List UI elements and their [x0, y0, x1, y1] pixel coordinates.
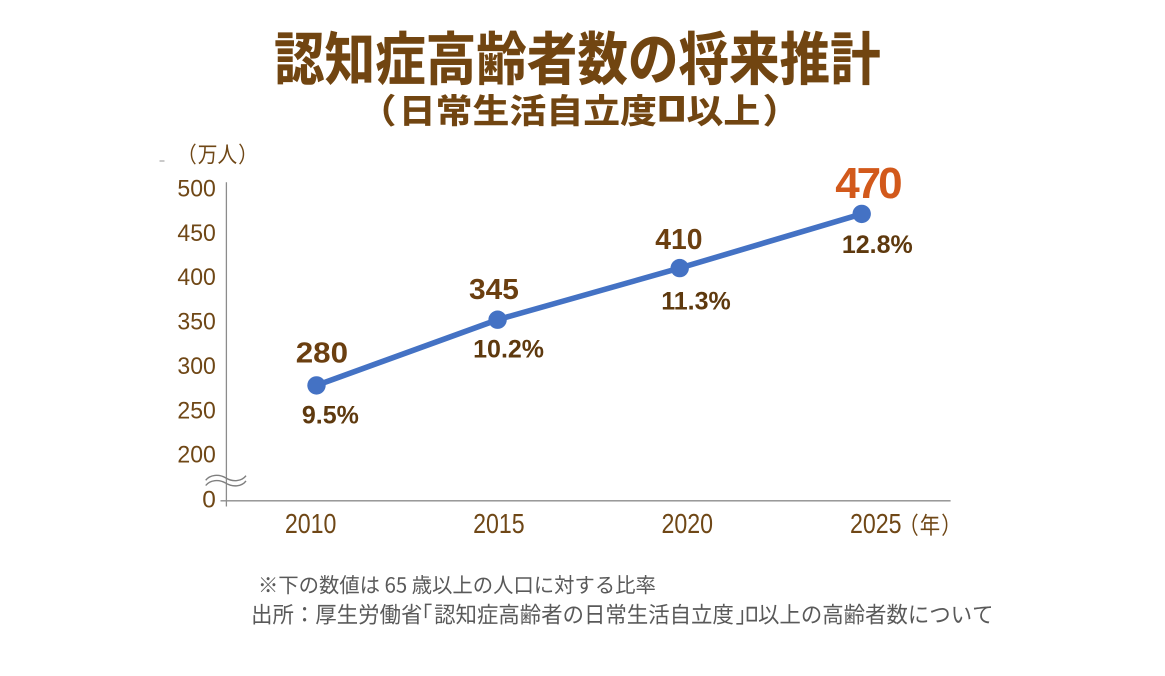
svg-text:450: 450: [177, 220, 215, 247]
svg-text:410: 410: [655, 224, 702, 256]
svg-text:280: 280: [296, 338, 348, 370]
svg-text:10.2%: 10.2%: [473, 336, 544, 364]
svg-text:11.3%: 11.3%: [661, 287, 731, 315]
svg-text:300: 300: [177, 353, 215, 380]
svg-text:400: 400: [177, 264, 215, 291]
svg-text:250: 250: [177, 397, 215, 424]
svg-text:9.5%: 9.5%: [302, 402, 359, 430]
svg-text:2010: 2010: [285, 508, 337, 539]
svg-text:12.8%: 12.8%: [842, 231, 913, 259]
svg-text:200: 200: [177, 442, 215, 469]
svg-text:470: 470: [835, 159, 901, 208]
svg-text:2015: 2015: [473, 508, 525, 539]
svg-text:350: 350: [177, 309, 215, 336]
svg-text:2020: 2020: [662, 508, 714, 539]
svg-text:2025: 2025: [850, 508, 902, 539]
svg-text:345: 345: [469, 274, 519, 306]
svg-text:0: 0: [202, 487, 216, 514]
svg-text:500: 500: [177, 176, 215, 203]
